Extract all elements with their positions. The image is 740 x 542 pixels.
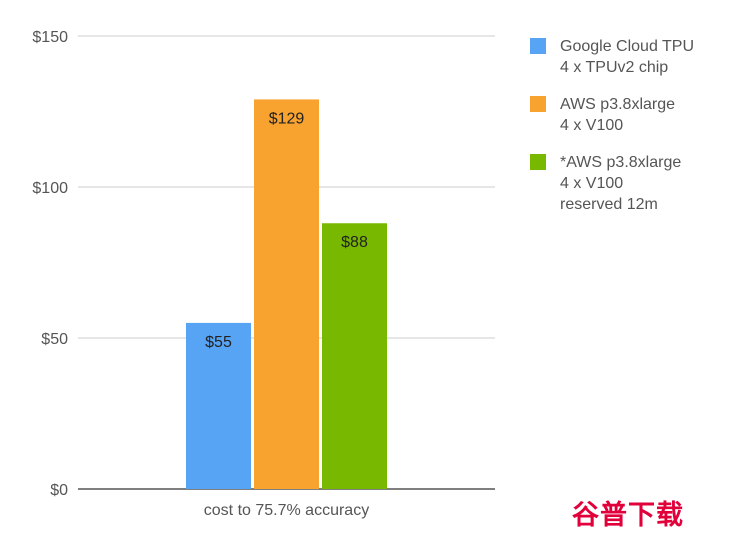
bar-data-label: $129: [269, 110, 305, 127]
y-tick-label: $100: [32, 180, 68, 197]
y-tick-label: $0: [50, 482, 68, 499]
legend-label-google-cloud-tpu: Google Cloud TPU 4 x TPUv2 chip: [560, 38, 694, 76]
bar-data-label: $88: [341, 234, 368, 251]
legend-swatch-aws-p3-reserved: [530, 154, 546, 170]
bar: [186, 322, 251, 489]
legend-swatch-google-cloud-tpu: [530, 38, 546, 54]
legend-label-aws-p3-reserved: *AWS p3.8xlarge 4 x V100 reserved 12m: [560, 154, 682, 213]
bar: [254, 99, 319, 490]
bar-data-label: $55: [205, 334, 232, 351]
legend: Google Cloud TPU 4 x TPUv2 chip AWS p3.8…: [530, 36, 735, 231]
legend-item-aws-p3-reserved: *AWS p3.8xlarge 4 x V100 reserved 12m: [530, 152, 735, 215]
y-tick-label: $150: [32, 29, 68, 46]
legend-item-google-cloud-tpu: Google Cloud TPU 4 x TPUv2 chip: [530, 36, 735, 78]
legend-label-aws-p3: AWS p3.8xlarge 4 x V100: [560, 96, 676, 134]
legend-item-aws-p3: AWS p3.8xlarge 4 x V100: [530, 94, 735, 136]
legend-swatch-aws-p3: [530, 96, 546, 112]
bar: [322, 223, 387, 490]
y-tick-label: $50: [41, 331, 68, 348]
watermark-logo: 谷普下载: [572, 500, 684, 531]
x-category-label: cost to 75.7% accuracy: [204, 502, 369, 519]
